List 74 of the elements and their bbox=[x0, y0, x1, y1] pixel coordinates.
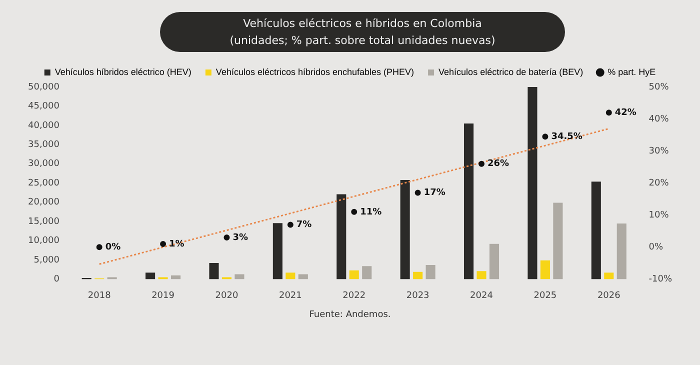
x-tick-label: 2019 bbox=[152, 290, 175, 301]
legend-label: % part. HyE bbox=[608, 66, 656, 77]
y-tick-label: 10,000 bbox=[28, 236, 60, 246]
y-tick-label: 50,000 bbox=[28, 82, 60, 92]
x-tick-label: 2023 bbox=[406, 290, 430, 301]
x-tick-label: 2025 bbox=[534, 290, 557, 301]
y-tick-label: 15,000 bbox=[28, 216, 60, 227]
bar bbox=[426, 264, 436, 280]
y2-tick-label: 50% bbox=[648, 82, 670, 92]
x-tick-label: 2026 bbox=[597, 290, 621, 301]
data-label: 34.5% bbox=[551, 132, 582, 142]
y2-tick-label: 0% bbox=[648, 242, 664, 253]
legend-label: Vehículos eléctricos híbridos enchufables (PHEV) bbox=[216, 66, 414, 77]
bar bbox=[591, 182, 601, 280]
bar bbox=[528, 87, 538, 280]
legend-label: Vehículos híbridos eléctrico (HEV) bbox=[54, 66, 192, 77]
bar bbox=[400, 180, 410, 280]
bar bbox=[362, 266, 372, 280]
bar bbox=[298, 274, 308, 280]
y-tick-label: 5,000 bbox=[34, 255, 60, 266]
point bbox=[96, 244, 102, 250]
data-label: 17% bbox=[424, 188, 446, 198]
y2-tick-label: 40% bbox=[648, 114, 670, 124]
bar bbox=[604, 272, 614, 280]
y2-tick-label: -10% bbox=[648, 274, 672, 285]
y-tick-label: 25,000 bbox=[28, 178, 60, 188]
bar bbox=[209, 263, 219, 280]
bar bbox=[489, 244, 500, 280]
bar bbox=[413, 272, 423, 280]
x-tick-label: 2021 bbox=[278, 290, 302, 301]
data-label: 11% bbox=[360, 207, 382, 218]
point bbox=[414, 190, 421, 196]
bar bbox=[349, 270, 359, 280]
point bbox=[224, 234, 230, 241]
bar bbox=[476, 271, 486, 280]
point bbox=[606, 110, 612, 116]
point bbox=[287, 222, 294, 228]
data-label: 7% bbox=[296, 220, 312, 230]
y-tick-label: 0 bbox=[54, 274, 60, 285]
bar bbox=[272, 223, 282, 280]
bar bbox=[286, 272, 296, 280]
y-tick-label: 35,000 bbox=[28, 140, 60, 150]
chart-title: Vehículos eléctricos e híbridos en Colombia bbox=[242, 16, 483, 32]
y2-tick-label: 30% bbox=[648, 146, 670, 156]
y-tick-label: 40,000 bbox=[28, 120, 60, 131]
point bbox=[478, 160, 485, 167]
bar bbox=[540, 260, 550, 280]
y2-tick-label: 20% bbox=[648, 178, 670, 188]
x-tick-label: 2020 bbox=[215, 290, 238, 301]
bar bbox=[336, 194, 346, 280]
bar bbox=[170, 275, 181, 280]
bar bbox=[234, 274, 244, 280]
source-note: Fuente: Andemos. bbox=[308, 310, 392, 320]
data-label: 42% bbox=[614, 108, 636, 118]
y-tick-label: 30,000 bbox=[28, 159, 60, 170]
x-tick-label: 2018 bbox=[88, 290, 112, 301]
data-label: 3% bbox=[232, 232, 248, 243]
x-tick-label: 2022 bbox=[342, 290, 366, 301]
data-label: 0% bbox=[105, 242, 121, 253]
bar bbox=[616, 223, 626, 280]
x-tick-label: 2024 bbox=[470, 290, 494, 301]
y2-tick-label: 10% bbox=[648, 210, 670, 220]
point bbox=[160, 240, 166, 247]
bar bbox=[146, 272, 156, 280]
y-tick-label: 45,000 bbox=[28, 102, 60, 112]
point bbox=[351, 208, 358, 215]
chart-subtitle: (unidades; % part. sobre total unidades nuevas) bbox=[228, 33, 496, 49]
bar bbox=[553, 202, 563, 280]
data-label: 1% bbox=[169, 239, 184, 250]
legend-label: Vehículos eléctrico de batería (BEV) bbox=[438, 66, 584, 77]
point bbox=[542, 134, 548, 140]
y-tick-label: 20,000 bbox=[28, 198, 60, 208]
bar bbox=[464, 124, 474, 280]
data-label: 26% bbox=[488, 159, 510, 170]
